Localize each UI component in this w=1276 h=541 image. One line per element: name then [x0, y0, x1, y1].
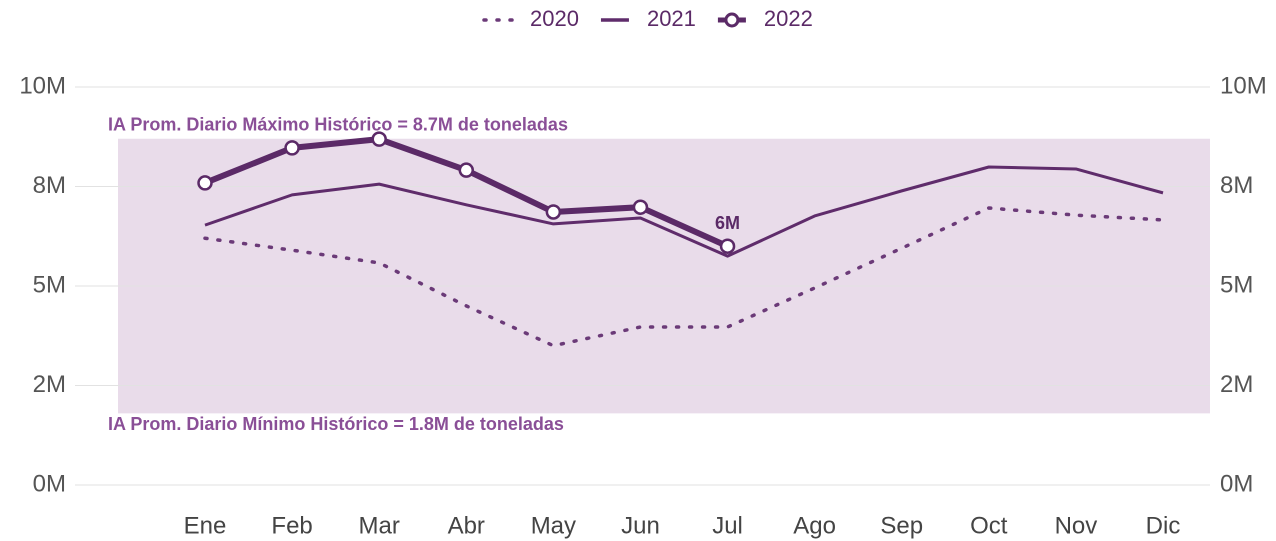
x-tick-label: Mar — [359, 512, 400, 539]
legend-marker — [724, 12, 740, 28]
series-line — [204, 165, 1164, 258]
y2-tick-label: 2M — [1220, 371, 1253, 398]
point — [197, 175, 213, 191]
x-tick-label: Abr — [448, 512, 485, 539]
y-tick-label: 2M — [33, 371, 66, 398]
x-tick-label: Feb — [271, 512, 312, 539]
point — [719, 238, 736, 254]
legend-label: 2021 — [647, 6, 696, 31]
point — [284, 140, 300, 156]
x-tick-label: May — [531, 512, 576, 539]
legend-label: 2020 — [530, 6, 579, 31]
series-line — [203, 206, 1165, 348]
point — [371, 131, 387, 147]
point — [458, 162, 475, 178]
annotation: IA Prom. Diario Mínimo Histórico = 1.8M … — [108, 414, 564, 434]
x-tick-label: Jul — [712, 512, 743, 539]
y2-tick-label: 0M — [1220, 470, 1253, 497]
x-tick-label: Ago — [793, 512, 836, 539]
legend-label: 2022 — [764, 6, 813, 31]
x-tick-label: Nov — [1055, 512, 1098, 539]
y2-tick-label: 10M — [1220, 72, 1267, 99]
y-tick-label: 5M — [33, 271, 66, 298]
x-tick-label: Oct — [970, 512, 1008, 539]
band — [118, 138, 1210, 414]
x-tick-label: Sep — [880, 512, 923, 539]
y-tick-label: 8M — [33, 172, 66, 199]
y2-tick-label: 5M — [1220, 271, 1253, 298]
point — [545, 204, 562, 220]
y-tick-label: 0M — [33, 470, 66, 497]
annotation: IA Prom. Diario Máximo Histórico = 8.7M … — [108, 114, 568, 134]
x-tick-label: Jun — [621, 512, 660, 539]
x-tick-label: Ene — [184, 512, 227, 539]
y-tick-label: 10M — [19, 72, 66, 99]
point — [632, 199, 649, 215]
data-label: 6M — [715, 213, 740, 233]
y2-tick-label: 8M — [1220, 172, 1253, 199]
x-tick-label: Dic — [1146, 512, 1181, 539]
